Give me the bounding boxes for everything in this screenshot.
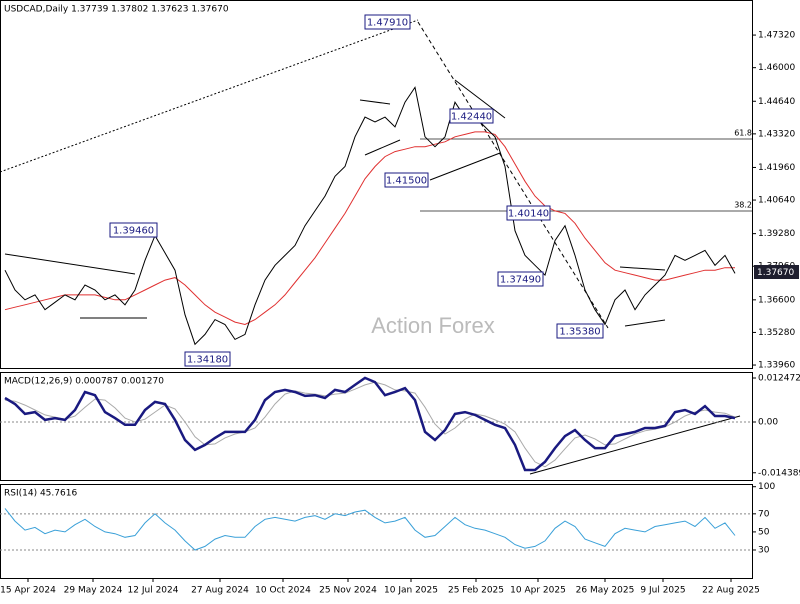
trend-line bbox=[624, 319, 666, 327]
drawings bbox=[0, 19, 752, 475]
trend-line bbox=[619, 266, 666, 271]
x-tick-label: 27 Aug 2024 bbox=[191, 586, 249, 596]
x-tick-label: 25 Nov 2024 bbox=[319, 586, 377, 596]
y-tick-label: 1.41960 bbox=[758, 163, 795, 173]
series-line bbox=[4, 381, 736, 468]
trend-line bbox=[429, 152, 501, 181]
y-tick-label: -0.014389 bbox=[758, 468, 800, 478]
y-tick-label: 70 bbox=[758, 509, 770, 519]
series-line bbox=[4, 131, 735, 326]
trend-line bbox=[4, 253, 136, 275]
x-tick-label: 26 May 2025 bbox=[576, 586, 635, 596]
annotation-box bbox=[556, 323, 604, 339]
y-tick-label: 1.40640 bbox=[758, 196, 795, 206]
series-line bbox=[4, 86, 736, 346]
fib-label: 61.8 bbox=[734, 129, 752, 138]
annotation-label: 1.40140 bbox=[508, 209, 549, 220]
annotation-box bbox=[497, 271, 544, 287]
annotation-box bbox=[506, 205, 551, 221]
x-tick-label: 22 Aug 2025 bbox=[702, 586, 760, 596]
y-tick-label: 1.46000 bbox=[758, 63, 795, 73]
series-line bbox=[4, 376, 736, 472]
annotation-label: 1.37490 bbox=[500, 275, 541, 286]
y-tick-label: 1.47320 bbox=[758, 31, 795, 41]
y-tick-label: 1.36600 bbox=[758, 295, 795, 305]
y-tick-label: 1.43320 bbox=[758, 129, 795, 139]
annotation-label: 1.47910 bbox=[367, 18, 408, 29]
trend-line bbox=[359, 99, 391, 105]
fib-label: 38.2 bbox=[734, 201, 752, 210]
x-tick-label: 29 May 2024 bbox=[64, 586, 123, 596]
last-price-label: 1.37670 bbox=[757, 268, 794, 278]
y-tick-label: 0.00 bbox=[758, 417, 778, 427]
y-tick-label: 0.012472 bbox=[758, 373, 800, 383]
annotation-box bbox=[364, 14, 411, 30]
panel-title: MACD(12,26,9) 0.000787 0.001270 bbox=[4, 377, 164, 387]
panel-border bbox=[0, 0, 753, 369]
annotation-box bbox=[184, 351, 231, 367]
y-tick-label: 100 bbox=[758, 482, 775, 492]
trend-line bbox=[454, 79, 506, 119]
panel-title: USDCAD,Daily 1.37739 1.37802 1.37623 1.3… bbox=[4, 5, 229, 15]
annotation-box bbox=[384, 172, 429, 188]
y-tick-label: 1.35280 bbox=[758, 328, 795, 338]
y-tick-label: 1.33960 bbox=[758, 361, 795, 371]
y-tick-label: 1.39280 bbox=[758, 229, 795, 239]
annotation-label: 1.39460 bbox=[113, 226, 154, 237]
x-tick-label: 12 Jul 2024 bbox=[128, 586, 179, 596]
panel-title: RSI(14) 45.7616 bbox=[4, 489, 77, 499]
annotation-label: 1.41500 bbox=[386, 176, 427, 187]
x-tick-label: 25 Feb 2025 bbox=[448, 586, 504, 596]
watermark: Action Forex bbox=[371, 313, 495, 338]
last-price-box bbox=[754, 265, 799, 279]
x-tick-label: 10 Oct 2024 bbox=[255, 586, 311, 596]
annotation-label: 1.35380 bbox=[559, 327, 600, 338]
annotation-label: 1.42440 bbox=[451, 112, 492, 123]
annotation-label: 1.34180 bbox=[187, 355, 228, 366]
trend-line bbox=[364, 139, 401, 156]
trend-line bbox=[529, 415, 741, 475]
x-tick-label: 15 Apr 2024 bbox=[0, 586, 56, 596]
x-tick-label: 10 Jan 2025 bbox=[384, 586, 438, 596]
y-tick-label: 1.44640 bbox=[758, 97, 795, 107]
x-tick-label: 9 Jul 2025 bbox=[640, 586, 685, 596]
y-tick-label: 30 bbox=[758, 545, 770, 555]
y-tick-label: 50 bbox=[758, 527, 770, 537]
series-line bbox=[4, 508, 736, 551]
x-tick-label: 10 Apr 2025 bbox=[510, 586, 566, 596]
panel-border bbox=[0, 372, 753, 481]
annotation-box bbox=[109, 222, 158, 238]
annotation-box bbox=[449, 108, 494, 124]
